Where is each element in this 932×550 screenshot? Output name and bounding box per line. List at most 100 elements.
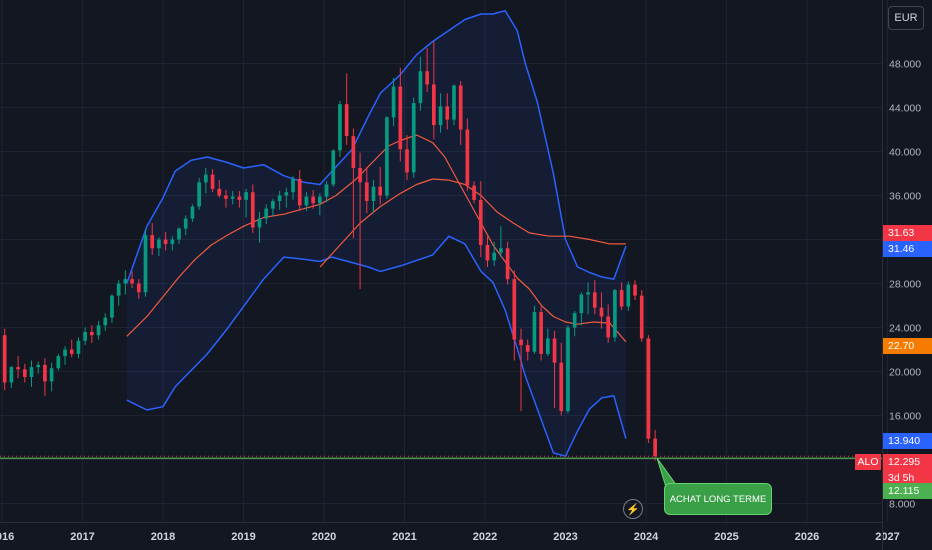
- candle-body: [385, 117, 389, 196]
- candle-body: [69, 349, 74, 354]
- candle-body: [405, 149, 409, 173]
- candle-body: [505, 248, 510, 280]
- candle-body: [297, 179, 302, 206]
- candle-body: [364, 182, 369, 201]
- x-tick-label: 2019: [231, 531, 255, 543]
- candle-body: [344, 104, 349, 137]
- candle-body: [103, 317, 108, 326]
- candle-body: [331, 150, 336, 185]
- candle-body: [391, 86, 396, 118]
- candle-body: [56, 356, 61, 369]
- candle-body: [586, 292, 590, 295]
- y-tick-label: 16.000: [889, 411, 921, 423]
- candle-body: [499, 248, 503, 253]
- price-tag: 13.940: [883, 433, 932, 449]
- candle-body: [398, 86, 403, 150]
- bollinger-band-fill: [126, 10, 626, 457]
- candle-body: [217, 188, 222, 196]
- x-tick-label: 2027: [875, 531, 899, 543]
- candle-body: [63, 349, 67, 357]
- candle-body: [271, 201, 275, 209]
- candle-body: [478, 199, 483, 245]
- x-tick-label: 2025: [714, 531, 738, 543]
- candle-body: [83, 331, 87, 341]
- candle-body: [626, 284, 631, 307]
- candle-body: [110, 295, 114, 318]
- candle-body: [204, 174, 208, 183]
- candle-body: [36, 364, 41, 368]
- candle-body: [525, 345, 530, 352]
- candle-body: [2, 335, 7, 383]
- price-tag: 31.46: [883, 241, 932, 257]
- candle-body: [519, 339, 523, 346]
- candle-body: [371, 186, 376, 201]
- candle-body: [43, 364, 47, 382]
- candle-body: [545, 338, 550, 354]
- x-tick-label: 2022: [473, 531, 497, 543]
- candle-body: [190, 206, 195, 219]
- candle-body: [49, 368, 54, 382]
- candle-body: [378, 186, 383, 196]
- currency-button[interactable]: EUR: [888, 6, 924, 30]
- candle-body: [76, 340, 81, 354]
- candle-body: [277, 195, 282, 201]
- price-tag: 12.295: [883, 454, 932, 470]
- candle-body: [606, 316, 611, 338]
- x-tick-label: 2023: [553, 531, 577, 543]
- candle-body: [418, 71, 423, 104]
- candle-body: [592, 292, 597, 308]
- bolt-icon[interactable]: ⚡: [623, 499, 643, 519]
- x-tick-label: 2021: [392, 531, 416, 543]
- candle-body: [619, 290, 624, 307]
- x-tick-label: 2016: [0, 531, 14, 543]
- candle-body: [532, 312, 537, 352]
- y-tick-label: 24.000: [889, 323, 921, 335]
- candle-body: [411, 103, 416, 173]
- candle-body: [572, 313, 577, 328]
- candle-body: [237, 196, 242, 200]
- candle-body: [284, 192, 289, 196]
- candle-body: [197, 182, 201, 207]
- candle-body: [485, 245, 490, 261]
- y-tick-label: 36.000: [889, 191, 921, 203]
- candle-body: [157, 239, 161, 249]
- candle-body: [90, 331, 94, 336]
- candle-body: [116, 283, 121, 296]
- candle-body: [653, 438, 657, 457]
- x-tick-label: 2026: [795, 531, 819, 543]
- candle-body: [9, 367, 14, 383]
- annotation-label[interactable]: ACHAT LONG TERME: [664, 483, 772, 515]
- candle-body: [613, 290, 617, 338]
- upper-band-line: [126, 9, 627, 284]
- y-tick-label: 40.000: [889, 147, 921, 159]
- ma-fast-line: [126, 134, 627, 343]
- candle-body: [183, 218, 188, 229]
- candle-body: [351, 136, 356, 168]
- candle-body: [445, 106, 450, 120]
- candle-body: [257, 218, 262, 228]
- candle-body: [452, 85, 456, 120]
- candle-body: [552, 338, 557, 363]
- candle-body: [177, 228, 181, 240]
- candle-body: [224, 195, 228, 199]
- candle-body: [566, 327, 570, 412]
- y-tick-label: 44.000: [889, 103, 921, 115]
- countdown-tag: 3d 5h: [883, 470, 932, 486]
- candle-body: [250, 192, 255, 228]
- x-tick-label: 2018: [151, 531, 175, 543]
- candle-body: [210, 174, 215, 189]
- candlesticks: [2, 41, 657, 461]
- candle-body: [438, 106, 443, 126]
- candle-body: [291, 179, 295, 193]
- candle-body: [123, 279, 128, 284]
- candle-body: [304, 196, 309, 206]
- x-tick-label: 2024: [634, 531, 659, 543]
- y-tick-label: 8.000: [889, 499, 915, 511]
- candle-body: [338, 104, 342, 151]
- candle-body: [311, 196, 315, 204]
- ticker-label: ALO: [855, 454, 881, 470]
- y-tick-label: 20.000: [889, 367, 921, 379]
- candle-body: [318, 196, 322, 204]
- candle-body: [579, 294, 584, 314]
